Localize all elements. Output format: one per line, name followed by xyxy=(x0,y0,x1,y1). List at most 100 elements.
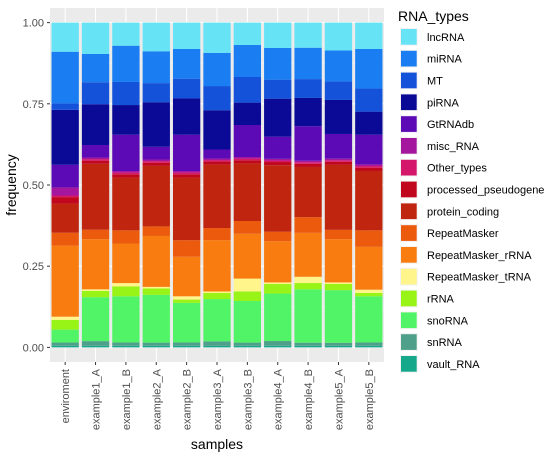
bar-segment-lncrna xyxy=(264,22,292,48)
bar-segment-repeatmasker-trna xyxy=(172,296,201,300)
bar-segment-repeatmasker xyxy=(203,228,231,241)
bar-segment-lncrna xyxy=(81,22,110,54)
bar-segment-vault-rna xyxy=(264,345,292,348)
bar-segment-repeatmasker xyxy=(264,231,292,242)
bar-segment-snorna xyxy=(112,296,140,343)
bar-segment-processed-pseudogene xyxy=(112,174,140,178)
legend-key-swatch xyxy=(401,50,417,67)
legend-key-swatch xyxy=(401,138,417,154)
bar-segment-repeatmasker-trna xyxy=(203,291,231,294)
bar-segment-repeatmasker-rrna xyxy=(172,256,201,297)
bar-segment-snrna xyxy=(81,341,110,346)
x-axis: enviroment example1_A example1_B example2_A… xyxy=(60,362,376,430)
bar-segment-mirna xyxy=(294,47,322,80)
bar-segment-snrna xyxy=(172,342,201,346)
bar-segment-snrna xyxy=(112,342,140,346)
legend-label: RepeatMasker xyxy=(427,228,499,240)
legend-label: vault_RNA xyxy=(427,359,480,371)
bar-segment-misc-rna xyxy=(324,158,353,161)
bar-segment-other-types xyxy=(51,195,79,198)
bar-segment-repeatmasker-trna xyxy=(112,283,140,287)
y-tick-label: 0.50 xyxy=(23,180,44,192)
bar-segment-repeatmasker-rrna xyxy=(294,232,322,277)
bar-segment-gtrnadb xyxy=(233,125,262,158)
bar-segment-pirna xyxy=(233,102,262,126)
bar-segment-pirna xyxy=(81,104,110,145)
bar-segment-misc-rna xyxy=(233,157,262,159)
bar-segment-protein-coding xyxy=(81,163,110,230)
bar-segment-mt xyxy=(324,81,353,100)
x-tick-label: example2_A xyxy=(151,368,163,430)
legend-label: RepeatMasker_rRNA xyxy=(427,250,532,262)
bar-segment-rrna xyxy=(294,283,322,290)
legend-key-swatch xyxy=(401,247,417,263)
bar-segment-snorna xyxy=(51,329,79,343)
bar-segment-processed-pseudogene xyxy=(233,160,262,164)
bar-segment-repeatmasker-rrna xyxy=(264,241,292,283)
bar-segment-mt xyxy=(233,77,262,103)
legend-label: snRNA xyxy=(427,337,463,349)
bar-segment-processed-pseudogene xyxy=(51,197,79,204)
bar-segment-rrna xyxy=(264,284,292,294)
bar-segment-processed-pseudogene xyxy=(264,162,292,166)
legend-label: MT xyxy=(427,75,443,87)
bar-segment-pirna xyxy=(142,102,170,147)
bar-segment-mt xyxy=(81,82,110,105)
bar-segment-pirna xyxy=(172,98,201,135)
bar-segment-pirna xyxy=(324,99,353,134)
bar-segment-processed-pseudogene xyxy=(172,174,201,178)
bar-segment-repeatmasker xyxy=(112,230,140,244)
bar-segment-snrna xyxy=(233,342,262,346)
bar-segment-mt xyxy=(264,79,292,99)
bar-segment-repeatmasker-trna xyxy=(264,282,292,285)
bar-segment-other-types xyxy=(324,160,353,162)
bar-segment-other-types xyxy=(203,160,231,162)
bar-segment-other-types xyxy=(355,166,383,168)
bar-segment-other-types xyxy=(233,158,262,161)
bar-segment-other-types xyxy=(142,161,170,163)
bar-segment-misc-rna xyxy=(81,157,110,160)
bar-segment-rrna xyxy=(355,292,383,297)
bar-segment-lncrna xyxy=(233,22,262,46)
bar-segment-snorna xyxy=(233,300,262,343)
bar-segment-misc-rna xyxy=(294,160,322,163)
bar-segment-other-types xyxy=(172,172,201,175)
x-tick-label: enviroment xyxy=(60,369,72,423)
bar-segment-vault-rna xyxy=(81,345,110,348)
bar-segment-snrna xyxy=(51,342,79,346)
bar-segment-protein-coding xyxy=(355,170,383,231)
bar-segment-rrna xyxy=(142,288,170,295)
bar-segment-gtrnadb xyxy=(355,134,383,165)
bar-segment-rrna xyxy=(112,286,140,297)
bar-segment-vault-rna xyxy=(51,345,79,348)
legend-label: lncRNA xyxy=(427,32,465,44)
bar-segment-lncrna xyxy=(172,22,201,49)
bar-segment-snrna xyxy=(142,342,170,346)
legend-key-swatch xyxy=(401,72,417,89)
bar-segment-pirna xyxy=(355,111,383,135)
y-tick-label: 0.75 xyxy=(23,99,44,111)
bar-segment-gtrnadb xyxy=(81,144,110,158)
legend-key-swatch xyxy=(401,203,417,220)
legend-key-swatch xyxy=(401,334,417,350)
bar-segment-mirna xyxy=(112,45,140,82)
bar-segment-lncrna xyxy=(324,22,353,51)
bar-segment-repeatmasker-trna xyxy=(324,282,353,284)
bar-segment-repeatmasker-rrna xyxy=(233,233,262,279)
bar-segment-gtrnadb xyxy=(294,126,322,161)
bar-segment-mirna xyxy=(233,45,262,78)
bar-segment-snrna xyxy=(294,342,322,346)
legend-label: protein_coding xyxy=(427,206,499,218)
x-tick-label: example1_A xyxy=(91,368,103,430)
bar-segment-repeatmasker-trna xyxy=(142,286,170,289)
bar-segment-snorna xyxy=(203,299,231,342)
y-tick-label: 0.00 xyxy=(23,342,44,354)
x-tick-label: example5_A xyxy=(333,368,345,430)
bar-segment-repeatmasker-rrna xyxy=(112,243,140,284)
legend-title: RNA_types xyxy=(398,8,469,24)
x-tick-label: example4_A xyxy=(273,368,285,430)
bar-segment-repeatmasker-rrna xyxy=(203,240,231,292)
bar-segment-rrna xyxy=(324,283,353,291)
